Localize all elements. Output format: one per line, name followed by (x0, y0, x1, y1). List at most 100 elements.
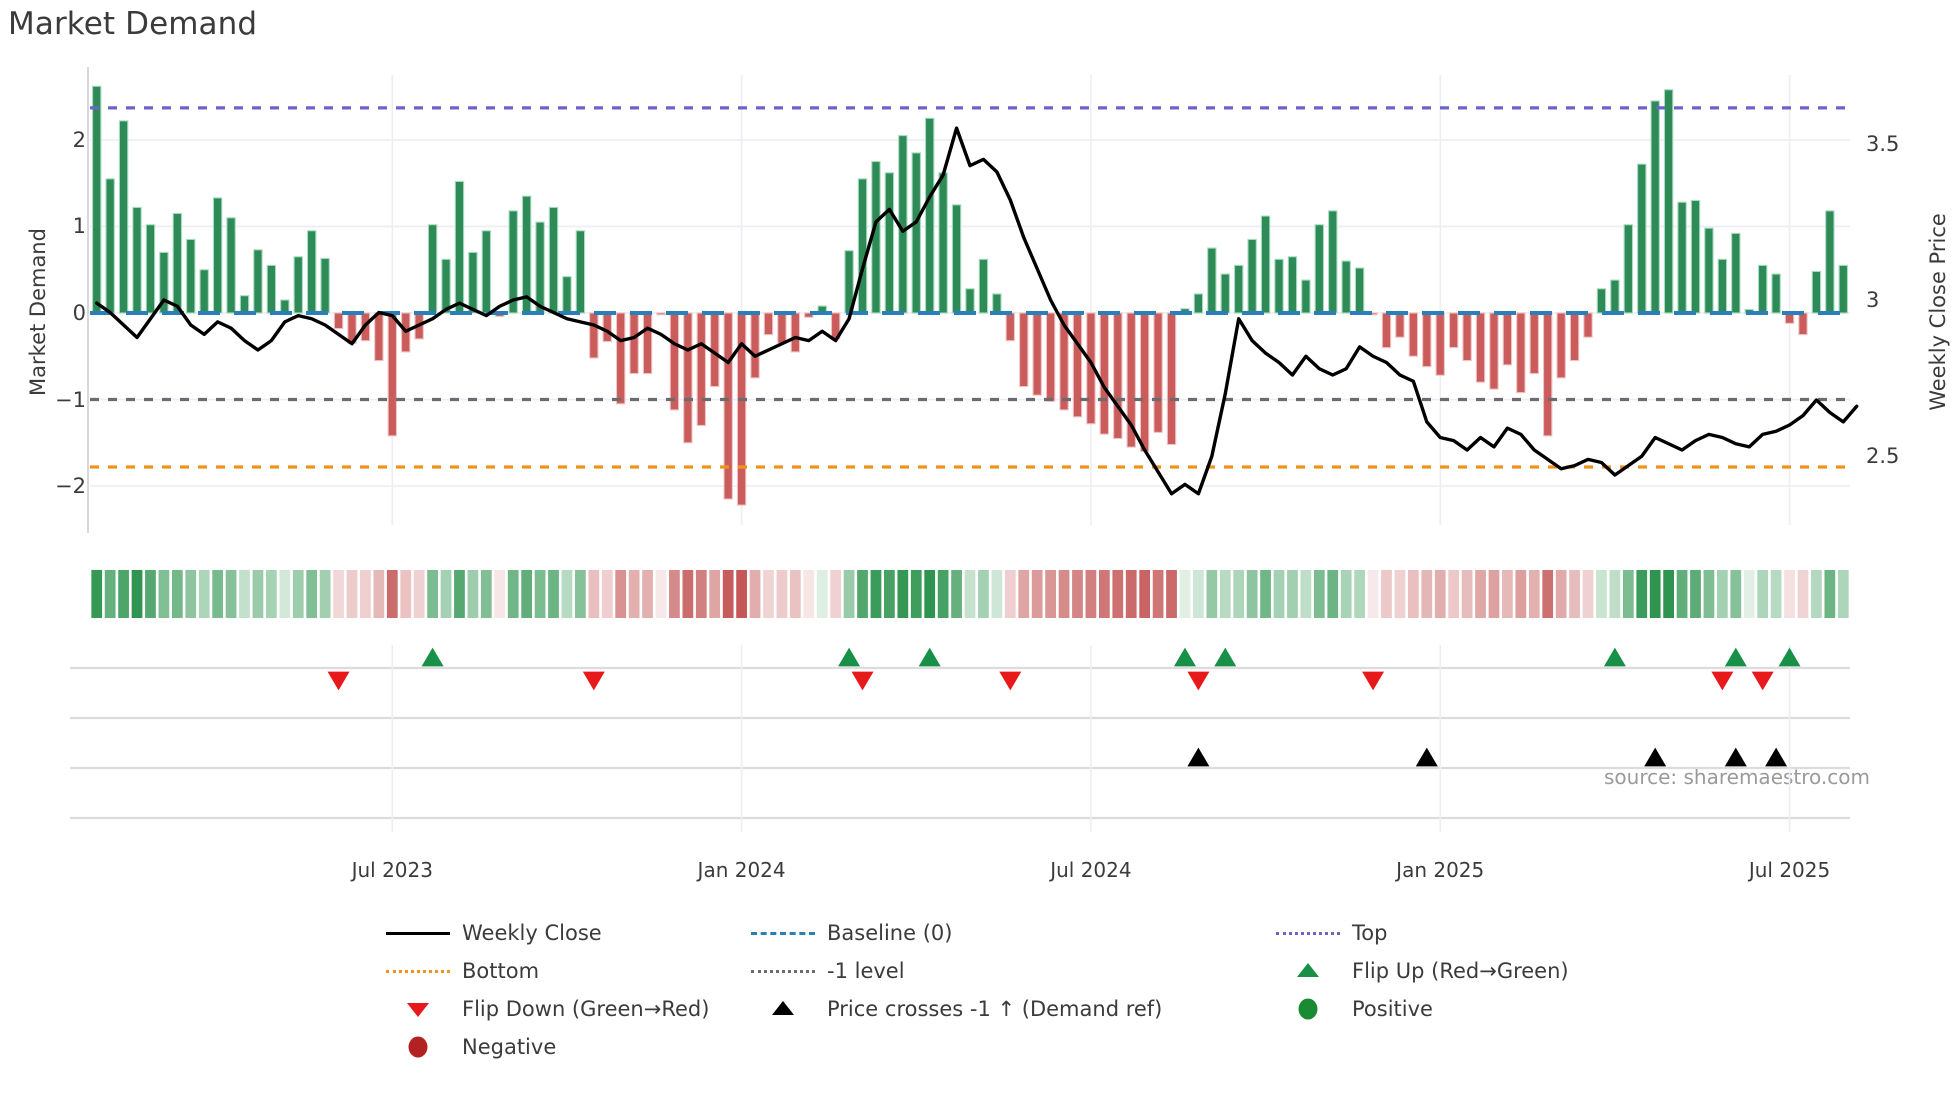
heatmap-cell (830, 570, 842, 618)
legend-item[interactable]: Top (1270, 920, 1387, 946)
heatmap-cell (1179, 570, 1191, 618)
legend-item[interactable]: Weekly Close (380, 920, 602, 946)
demand-bar (1113, 312, 1123, 440)
flip-up-marker (838, 647, 861, 667)
legend-item[interactable]: Price crosses -1 ↑ (Demand ref) (745, 996, 1162, 1022)
demand-bar (763, 312, 774, 336)
heatmap-cell (1649, 570, 1661, 618)
heatmap-cell (1206, 570, 1218, 618)
triangle-up-icon (1270, 958, 1346, 984)
heatmap-cell (669, 570, 680, 618)
demand-bar (1381, 312, 1392, 349)
demand-bar (441, 258, 451, 314)
demand-bar (1207, 247, 1217, 314)
heatmap-cell (373, 570, 385, 618)
demand-bar (951, 204, 962, 314)
demand-bar (575, 230, 586, 314)
heatmap-cell (575, 570, 586, 618)
demand-bar (253, 249, 263, 314)
legend-item[interactable]: Baseline (0) (745, 920, 952, 946)
demand-bar (790, 312, 801, 353)
demand-bar (374, 312, 384, 362)
weekly-close-line (95, 126, 1859, 496)
demand-bar (750, 312, 760, 379)
legend-label: Flip Down (Green→Red) (462, 997, 710, 1021)
heatmap-cell (1475, 570, 1486, 618)
demand-bar (1408, 312, 1419, 357)
heatmap-cell (400, 570, 412, 618)
heatmap-cell (857, 570, 868, 618)
demand-bar (132, 206, 142, 314)
heatmap-cell (346, 570, 358, 618)
legend-item[interactable]: Negative (380, 1034, 556, 1060)
flip-up-marker (421, 647, 444, 667)
legend-label: Positive (1352, 997, 1433, 1021)
heatmap-cell (1394, 570, 1406, 618)
heatmap-cell (548, 570, 559, 618)
legend-item[interactable]: Bottom (380, 958, 539, 984)
demand-bar (1005, 312, 1016, 342)
heatmap-cell (1837, 570, 1849, 618)
flip-up-marker (1173, 647, 1196, 667)
heatmap-cell (1098, 570, 1110, 618)
heatmap-cell (1112, 570, 1124, 618)
demand-bar (1153, 312, 1163, 433)
heatmap-cell (1381, 570, 1392, 618)
heatmap-cell (1004, 570, 1016, 618)
legend-item[interactable]: -1 level (745, 958, 905, 984)
demand-bar (1825, 210, 1835, 314)
heatmap-cell (709, 570, 721, 618)
heatmap-cell (1448, 570, 1460, 618)
heatmap-cell (306, 570, 318, 618)
heatmap-cell (1354, 570, 1365, 618)
flip-down-marker (1362, 671, 1385, 691)
heatmap-cell (1811, 570, 1822, 618)
heatmap-cell (682, 570, 694, 618)
legend-label: Price crosses -1 ↑ (Demand ref) (827, 997, 1163, 1021)
y-tick-left: −1 (55, 387, 86, 412)
legend-item[interactable]: Flip Up (Red→Green) (1270, 958, 1569, 984)
heatmap-cell (1421, 570, 1433, 618)
heatmap-cell (1072, 570, 1083, 618)
flip-down-marker (327, 671, 350, 691)
heatmap-cell (440, 570, 452, 618)
circle-icon (1270, 996, 1346, 1022)
demand-bar (1220, 273, 1230, 314)
heatmap-cell (1193, 570, 1204, 618)
demand-bar (1314, 224, 1325, 314)
legend-item[interactable]: Flip Down (Green→Red) (380, 996, 709, 1022)
triangle-down-icon (380, 996, 456, 1022)
heatmap-cell (91, 570, 103, 618)
heatmap-cell (185, 570, 197, 618)
legend-item[interactable]: Positive (1270, 996, 1433, 1022)
x-tick: Jan 2025 (1396, 858, 1485, 882)
heatmap-cell (480, 570, 492, 618)
legend-label: Bottom (462, 959, 540, 983)
heatmap-cell (1797, 570, 1809, 618)
heatmap-cell (964, 570, 976, 618)
demand-bar (1072, 312, 1083, 418)
demand-bar (105, 178, 115, 314)
heatmap-cell (1018, 570, 1030, 618)
demand-bar (1032, 312, 1042, 396)
heatmap-cell (118, 570, 129, 618)
triangle-up-icon (745, 996, 821, 1022)
flip-down-marker (1751, 671, 1774, 691)
heatmap-cell (239, 570, 250, 618)
demand-bar (642, 312, 653, 375)
flip-up-marker (918, 647, 941, 667)
heatmap-cell (1313, 570, 1325, 618)
market-demand-chart (70, 67, 1859, 832)
heatmap-cell (1824, 570, 1836, 618)
heatmap-cell (1139, 570, 1151, 618)
y-tick-left: 1 (72, 214, 86, 239)
heatmap-cell (789, 570, 801, 618)
demand-bar (602, 312, 612, 343)
demand-bar (172, 212, 183, 314)
demand-bar (1650, 100, 1660, 314)
demand-bar (454, 180, 465, 314)
heatmap-cell (695, 570, 707, 618)
heatmap-cell (1287, 570, 1298, 618)
y-tick-left: −2 (55, 474, 86, 499)
demand-bar (1596, 288, 1607, 314)
